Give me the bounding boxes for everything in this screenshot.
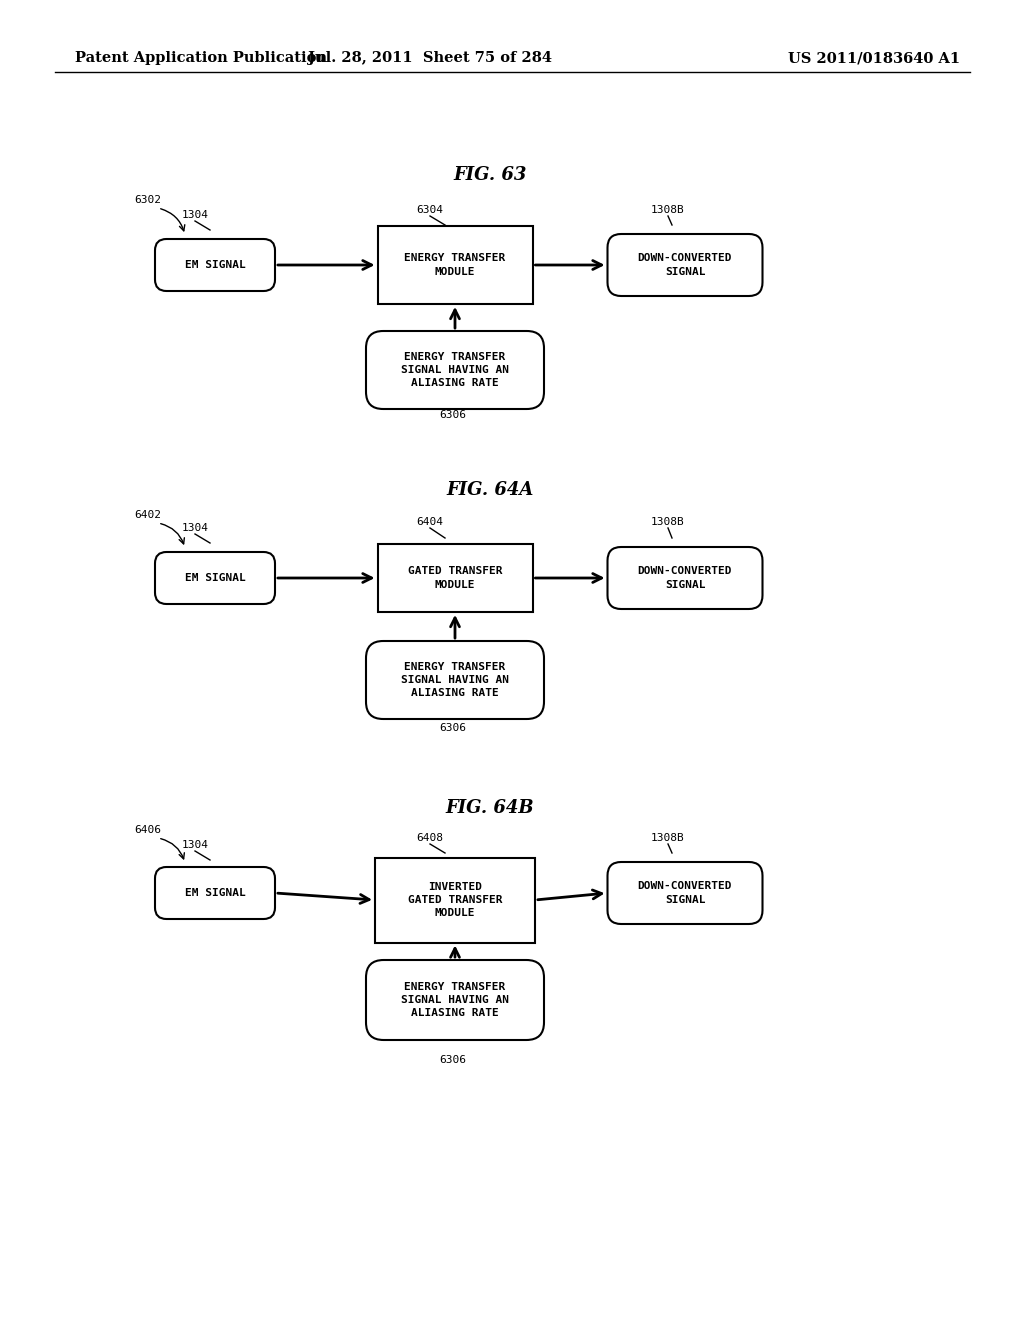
- FancyBboxPatch shape: [366, 642, 544, 719]
- Text: ENERGY TRANSFER
MODULE: ENERGY TRANSFER MODULE: [404, 253, 506, 277]
- Text: 6306: 6306: [439, 411, 467, 420]
- Text: FIG. 63: FIG. 63: [454, 166, 526, 183]
- Text: 6302: 6302: [134, 195, 162, 205]
- Text: 1304: 1304: [181, 523, 209, 533]
- Text: ENERGY TRANSFER
SIGNAL HAVING AN
ALIASING RATE: ENERGY TRANSFER SIGNAL HAVING AN ALIASIN…: [401, 352, 509, 388]
- Text: 6408: 6408: [417, 833, 443, 843]
- Text: EM SIGNAL: EM SIGNAL: [184, 573, 246, 583]
- FancyBboxPatch shape: [155, 552, 275, 605]
- Text: 6404: 6404: [417, 517, 443, 527]
- Text: 6304: 6304: [417, 205, 443, 215]
- Text: EM SIGNAL: EM SIGNAL: [184, 888, 246, 898]
- Text: GATED TRANSFER
MODULE: GATED TRANSFER MODULE: [408, 566, 502, 590]
- FancyBboxPatch shape: [155, 239, 275, 290]
- Text: US 2011/0183640 A1: US 2011/0183640 A1: [787, 51, 961, 65]
- Text: 1304: 1304: [181, 210, 209, 220]
- Text: FIG. 64B: FIG. 64B: [445, 799, 535, 817]
- FancyBboxPatch shape: [607, 862, 763, 924]
- Text: ENERGY TRANSFER
SIGNAL HAVING AN
ALIASING RATE: ENERGY TRANSFER SIGNAL HAVING AN ALIASIN…: [401, 661, 509, 698]
- Text: 6306: 6306: [439, 723, 467, 733]
- Text: 6306: 6306: [439, 1055, 467, 1065]
- Text: DOWN-CONVERTED
SIGNAL: DOWN-CONVERTED SIGNAL: [638, 566, 732, 590]
- Text: 1308B: 1308B: [651, 517, 685, 527]
- Bar: [378, 544, 532, 612]
- FancyBboxPatch shape: [155, 867, 275, 919]
- FancyBboxPatch shape: [607, 234, 763, 296]
- Text: DOWN-CONVERTED
SIGNAL: DOWN-CONVERTED SIGNAL: [638, 882, 732, 904]
- Text: 6402: 6402: [134, 510, 162, 520]
- FancyBboxPatch shape: [366, 960, 544, 1040]
- FancyBboxPatch shape: [366, 331, 544, 409]
- Text: 1308B: 1308B: [651, 205, 685, 215]
- Bar: [375, 858, 535, 942]
- Text: INVERTED
GATED TRANSFER
MODULE: INVERTED GATED TRANSFER MODULE: [408, 882, 502, 919]
- Text: 1304: 1304: [181, 840, 209, 850]
- Text: DOWN-CONVERTED
SIGNAL: DOWN-CONVERTED SIGNAL: [638, 253, 732, 277]
- Text: FIG. 64A: FIG. 64A: [446, 480, 534, 499]
- FancyBboxPatch shape: [607, 546, 763, 609]
- Text: Jul. 28, 2011  Sheet 75 of 284: Jul. 28, 2011 Sheet 75 of 284: [308, 51, 552, 65]
- Text: 6406: 6406: [134, 825, 162, 836]
- Bar: [378, 226, 532, 304]
- Text: 1308B: 1308B: [651, 833, 685, 843]
- Text: ENERGY TRANSFER
SIGNAL HAVING AN
ALIASING RATE: ENERGY TRANSFER SIGNAL HAVING AN ALIASIN…: [401, 982, 509, 1018]
- Text: Patent Application Publication: Patent Application Publication: [75, 51, 327, 65]
- Text: EM SIGNAL: EM SIGNAL: [184, 260, 246, 271]
